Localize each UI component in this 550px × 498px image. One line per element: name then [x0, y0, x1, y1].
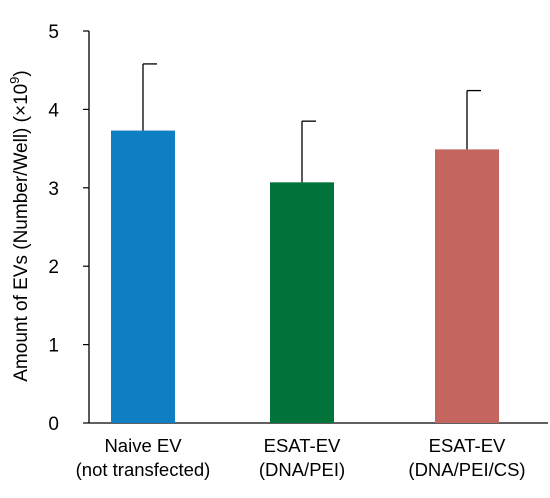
y-tick-label: 5: [48, 22, 59, 43]
y-tick-label: 2: [48, 257, 59, 278]
error-bars: [142, 63, 481, 183]
y-tick-label: 0: [48, 414, 59, 435]
bar-3: [435, 149, 499, 423]
y-tick-label: 3: [48, 179, 59, 200]
x-tick-label-1: Naive EV (not transfected): [76, 435, 211, 480]
y-axis-title-text: Amount of EVs (Number/Well) (×109): [7, 70, 32, 382]
x-tick-label-2: ESAT-EV (DNA/PEI): [259, 435, 345, 480]
bar-2: [270, 182, 334, 423]
bar-1: [111, 130, 175, 423]
y-axis-title: Amount of EVs (Number/Well) (×109): [7, 70, 32, 382]
y-tick-label: 4: [48, 100, 59, 121]
x-tick-label-3: ESAT-EV (DNA/PEI/CS): [408, 435, 525, 480]
y-ticks: 0 1 2 3 4 5: [48, 22, 89, 435]
bars: [111, 130, 499, 423]
y-tick-label: 1: [48, 336, 59, 357]
x-tick-labels: Naive EV (not transfected) ESAT-EV (DNA/PEI…: [76, 435, 526, 480]
